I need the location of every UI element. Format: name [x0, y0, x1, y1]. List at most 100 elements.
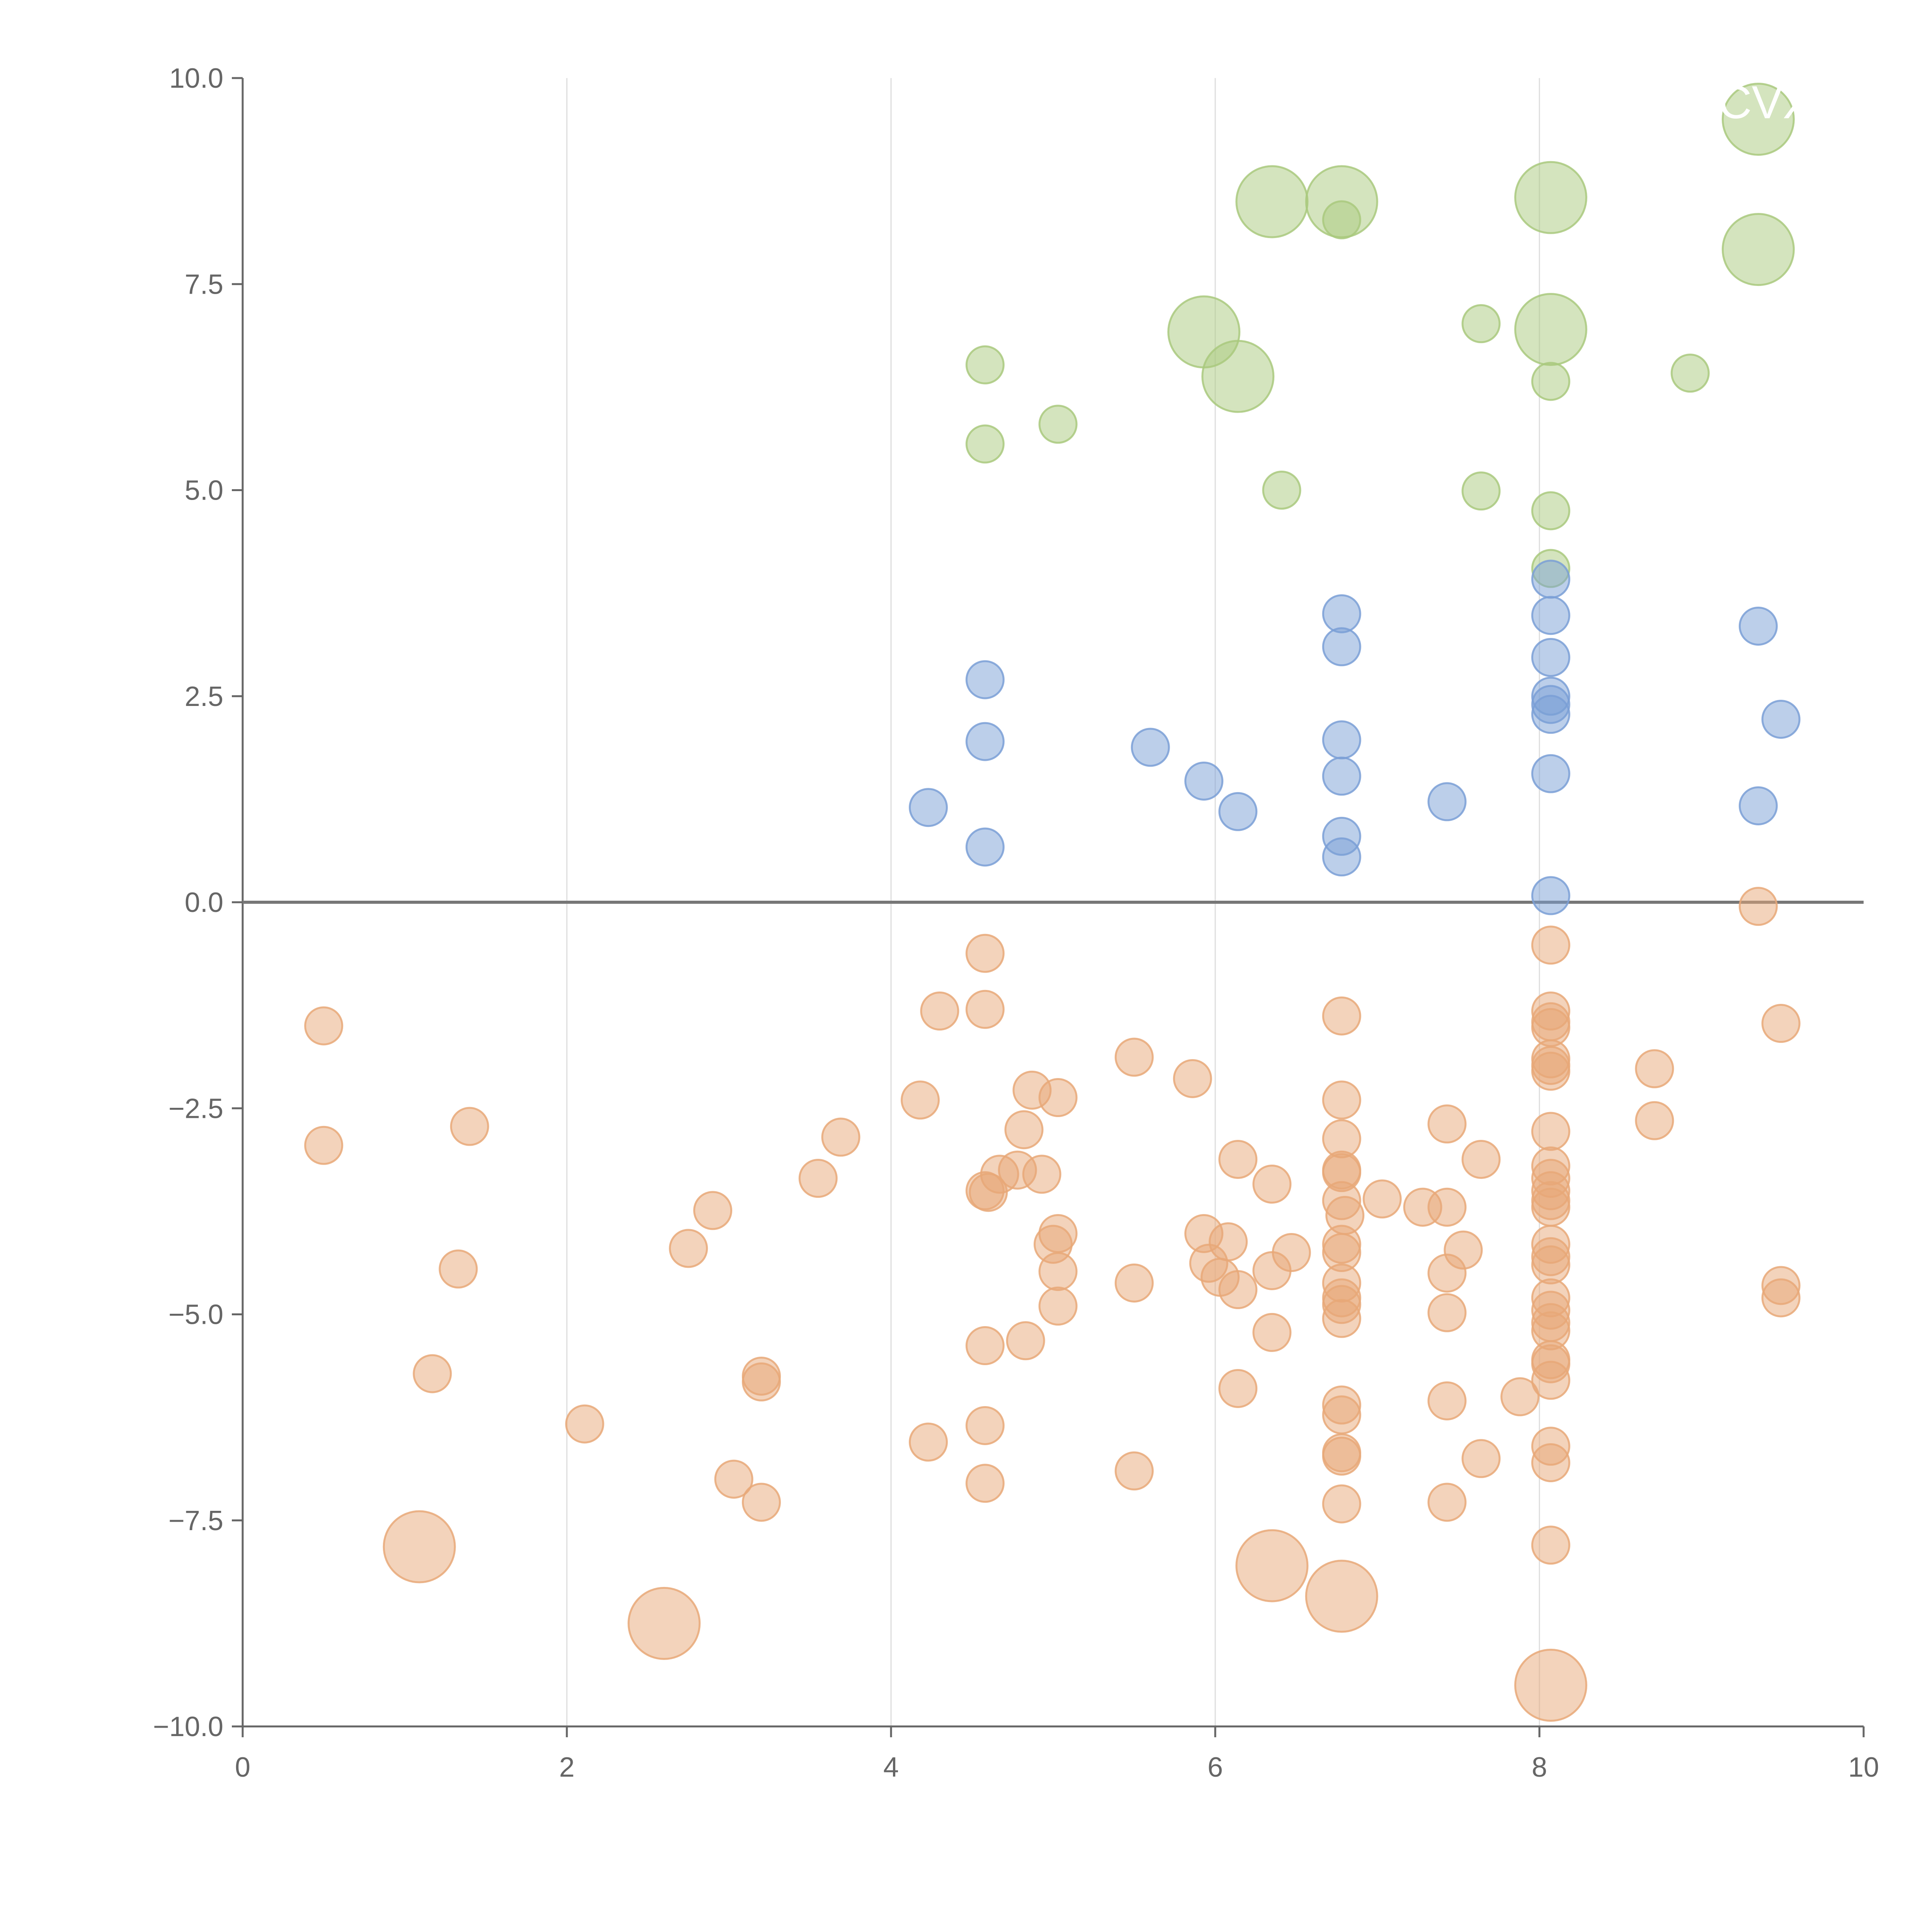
y-tick-label: −2.5	[168, 1093, 223, 1124]
data-point-negative	[1322, 1299, 1361, 1338]
x-axis-ticks: 0 2 4 6 8 10	[235, 1726, 1879, 1783]
data-point-negative	[565, 1404, 604, 1444]
data-point-positive	[1531, 491, 1570, 531]
data-point-positive	[1531, 362, 1570, 401]
data-point-positive	[1038, 405, 1078, 444]
data-point-negative	[1531, 925, 1570, 965]
data-point-negative	[965, 1464, 1005, 1503]
data-point-negative	[920, 992, 959, 1031]
data-point-negative	[1531, 1112, 1570, 1151]
data-point-negative	[742, 1362, 781, 1401]
data-point-negative	[1761, 1278, 1801, 1318]
data-point-negative	[1218, 1139, 1258, 1179]
data-point-positive	[1721, 213, 1795, 286]
data-point-positive	[965, 424, 1005, 464]
data-point-neutral	[965, 660, 1005, 699]
data-point-negative	[1427, 1253, 1467, 1293]
data-point-negative	[1531, 1526, 1570, 1565]
data-point-negative	[1514, 1648, 1587, 1722]
data-point-negative	[965, 1326, 1005, 1366]
data-points	[304, 83, 1801, 1722]
data-point-negative	[1362, 1179, 1402, 1219]
data-point-negative	[1531, 1187, 1570, 1227]
axes	[242, 78, 1864, 1728]
data-point-negative	[1635, 1101, 1674, 1140]
data-point-negative	[1235, 1529, 1309, 1602]
x-tick-label: 0	[235, 1752, 250, 1783]
data-point-negative	[1252, 1251, 1292, 1290]
data-point-positive	[1235, 165, 1309, 238]
data-point-neutral	[1531, 596, 1570, 635]
data-point-negative	[1427, 1104, 1467, 1144]
data-point-negative	[1500, 1377, 1540, 1417]
data-point-negative	[1322, 1436, 1361, 1476]
data-point-neutral	[965, 722, 1005, 761]
data-point-neutral	[1322, 627, 1361, 667]
x-tick-label: 6	[1208, 1752, 1223, 1783]
data-point-negative	[628, 1587, 701, 1660]
data-point-positive	[1461, 304, 1501, 344]
data-point-neutral	[1531, 560, 1570, 599]
data-point-neutral	[1531, 638, 1570, 677]
data-point-negative	[1635, 1049, 1674, 1088]
data-point-neutral	[1531, 876, 1570, 915]
data-point-negative	[304, 1006, 344, 1046]
data-point-negative	[1531, 1245, 1570, 1285]
data-point-negative	[450, 1107, 489, 1146]
data-point-negative	[1531, 1443, 1570, 1482]
data-point-negative	[1738, 887, 1778, 926]
data-point-negative	[1427, 1187, 1467, 1227]
data-point-positive	[1262, 471, 1301, 510]
data-point-negative	[1461, 1439, 1501, 1478]
data-point-negative	[669, 1229, 708, 1268]
data-point-negative	[1461, 1139, 1501, 1179]
data-point-negative	[1531, 1051, 1570, 1091]
data-point-neutral	[1427, 782, 1467, 821]
data-point-negative	[1322, 1080, 1361, 1120]
x-tick-label: 4	[883, 1752, 899, 1783]
data-point-negative	[1038, 1252, 1078, 1291]
data-point-neutral	[965, 827, 1005, 867]
data-point-negative	[304, 1126, 344, 1165]
data-point-negative	[798, 1159, 838, 1198]
y-tick-label: −10.0	[153, 1711, 223, 1742]
y-tick-label: 10.0	[169, 63, 223, 94]
data-point-negative	[714, 1459, 753, 1499]
data-point-negative	[1427, 1381, 1467, 1420]
x-tick-label: 8	[1532, 1752, 1547, 1783]
data-point-negative	[1252, 1313, 1292, 1352]
data-point-negative	[1218, 1270, 1258, 1310]
data-point-negative	[1322, 1395, 1361, 1435]
data-point-neutral	[1322, 837, 1361, 877]
data-point-negative	[1218, 1369, 1258, 1408]
y-axis-ticks: 10.0 7.5 5.0 2.5 0.0 −2.5 −5.0 −7.5 −10.0	[153, 63, 243, 1742]
data-point-negative	[969, 1173, 1008, 1212]
data-point-neutral	[1322, 594, 1361, 633]
data-point-neutral	[1184, 761, 1224, 801]
data-point-negative	[901, 1080, 940, 1120]
data-point-negative	[1114, 1037, 1154, 1077]
data-point-negative	[1173, 1059, 1212, 1098]
data-point-negative	[1305, 1560, 1378, 1633]
data-point-negative	[1761, 1004, 1801, 1043]
x-tick-label: 2	[559, 1752, 575, 1783]
data-point-neutral	[1218, 792, 1258, 831]
y-tick-label: 5.0	[185, 475, 223, 506]
data-point-neutral	[1322, 720, 1361, 760]
data-point-negative	[1427, 1483, 1467, 1522]
data-point-negative	[1322, 1484, 1361, 1524]
data-point-negative	[1038, 1078, 1078, 1117]
data-point-negative	[413, 1354, 452, 1393]
data-point-positive	[1201, 340, 1275, 413]
y-tick-label: −7.5	[168, 1505, 223, 1536]
data-point-negative	[1022, 1155, 1061, 1194]
data-point-negative	[1252, 1164, 1292, 1204]
data-point-neutral	[1322, 757, 1361, 796]
data-point-neutral	[1738, 786, 1778, 825]
data-point-negative	[742, 1483, 781, 1522]
annotation-label: CVX	[1718, 77, 1814, 128]
data-point-positive	[1322, 200, 1361, 240]
y-tick-label: 7.5	[185, 269, 223, 300]
data-point-positive	[1514, 161, 1587, 234]
